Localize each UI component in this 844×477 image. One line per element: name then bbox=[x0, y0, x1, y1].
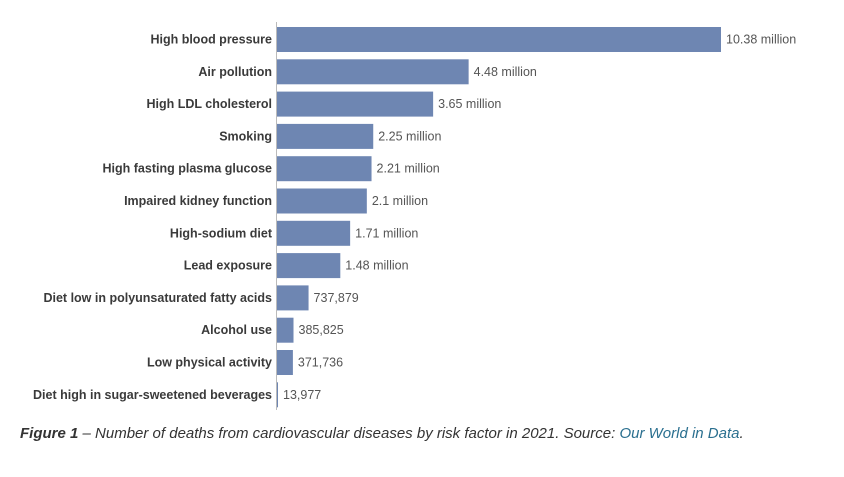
bar bbox=[277, 285, 309, 311]
value-label: 10.38 million bbox=[726, 33, 796, 47]
category-label: Alcohol use bbox=[201, 323, 272, 337]
bar bbox=[277, 27, 721, 52]
category-label: High blood pressure bbox=[150, 33, 272, 47]
value-label: 737,879 bbox=[314, 291, 359, 305]
category-label: Air pollution bbox=[198, 65, 272, 79]
value-label: 3.65 million bbox=[438, 97, 501, 111]
bar-chart: High blood pressure 10.38 million Air poll… bbox=[33, 22, 796, 410]
bar bbox=[277, 220, 351, 246]
category-label: Low physical activity bbox=[147, 356, 272, 370]
caption-source-link[interactable]: Our World in Data bbox=[619, 425, 740, 442]
caption-figure-number: Figure 1 bbox=[20, 425, 79, 442]
value-label: 2.25 million bbox=[378, 129, 441, 143]
value-label: 371,736 bbox=[298, 356, 343, 370]
bar bbox=[277, 123, 374, 149]
bar bbox=[277, 59, 469, 85]
bar bbox=[277, 350, 293, 375]
bar bbox=[277, 253, 341, 279]
category-label: Smoking bbox=[219, 129, 272, 143]
value-label: 2.1 million bbox=[372, 194, 428, 208]
bars-group: High blood pressure 10.38 million Air poll… bbox=[33, 27, 796, 408]
bar bbox=[277, 188, 367, 214]
value-label: 13,977 bbox=[283, 388, 321, 402]
category-label: High LDL cholesterol bbox=[147, 97, 272, 111]
caption-end: . bbox=[739, 425, 744, 442]
category-label: Diet high in sugar-sweetened beverages bbox=[33, 388, 272, 402]
category-label: Lead exposure bbox=[184, 259, 272, 273]
category-label: High-sodium diet bbox=[170, 226, 273, 240]
value-label: 385,825 bbox=[299, 323, 344, 337]
figure-caption: Figure 1 – Number of deaths from cardiov… bbox=[20, 425, 744, 442]
value-label: 4.48 million bbox=[474, 65, 537, 79]
bar bbox=[277, 91, 434, 117]
value-label: 1.48 million bbox=[345, 259, 408, 273]
category-label: Diet low in polyunsaturated fatty acids bbox=[43, 291, 272, 305]
category-label: Impaired kidney function bbox=[124, 194, 272, 208]
category-label: High fasting plasma glucose bbox=[103, 162, 273, 176]
caption-text: – Number of deaths from cardiovascular d… bbox=[78, 425, 620, 442]
bar bbox=[277, 317, 294, 343]
value-label: 2.21 million bbox=[377, 162, 440, 176]
bar bbox=[277, 382, 278, 408]
bar bbox=[277, 156, 372, 182]
value-label: 1.71 million bbox=[355, 226, 418, 240]
